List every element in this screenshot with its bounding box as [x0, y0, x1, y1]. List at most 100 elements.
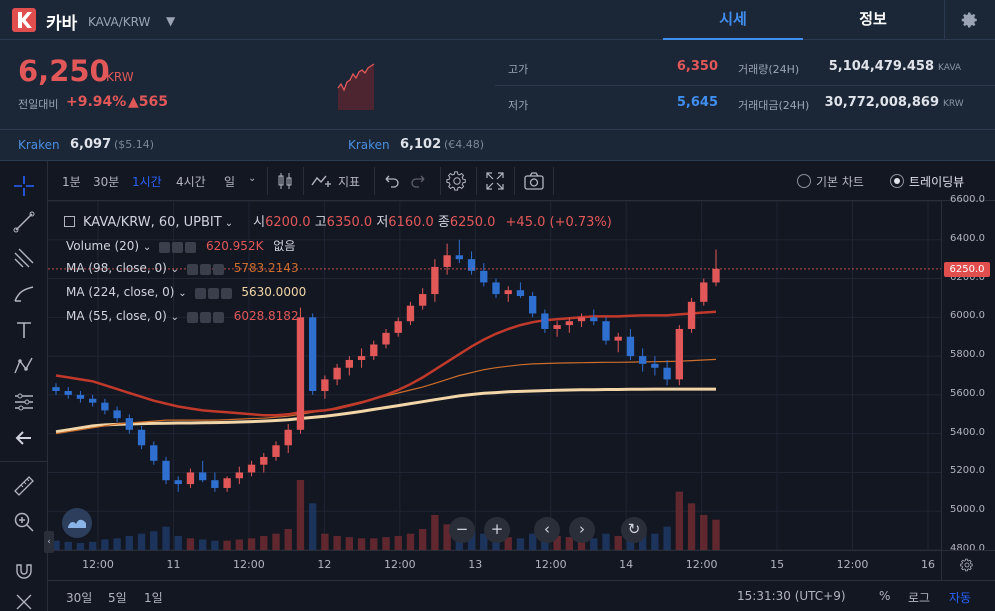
legend-ma55-row: MA (55, close, 0) ⌄ 6028.8182 [66, 309, 299, 324]
fib-tool-icon[interactable] [11, 245, 37, 271]
volume-bar [150, 531, 158, 550]
interval-30m[interactable]: 30분 [93, 175, 120, 189]
price-tick-label: 6000.0 [950, 310, 985, 322]
chevron-down-icon[interactable]: ▼ [166, 14, 176, 28]
reset-chart-button[interactable]: ↻ [621, 517, 647, 543]
interval-4h[interactable]: 4시간 [176, 175, 206, 189]
settings-icon[interactable] [199, 263, 211, 275]
candle-body [382, 332, 390, 345]
candle-body [272, 445, 280, 457]
time-tick-label: 12:00 [82, 558, 114, 571]
candle-body [541, 313, 549, 329]
eye-icon[interactable] [194, 287, 206, 299]
candle-body [223, 478, 231, 488]
volume-bar [137, 533, 146, 550]
volume-bar [675, 491, 683, 550]
collapse-toolbar-button[interactable]: ‹ [44, 531, 54, 553]
volume-bar [260, 536, 268, 550]
range-30d[interactable]: 30일 [66, 591, 93, 605]
indicator-button[interactable]: 지표 [338, 175, 361, 189]
eye-icon[interactable] [186, 263, 198, 275]
open-value: 6200.0 [265, 215, 311, 230]
candle-body [577, 317, 586, 322]
magnet-icon[interactable] [11, 557, 37, 583]
camera-icon[interactable] [523, 170, 545, 192]
settings-button[interactable] [944, 0, 995, 40]
basic-chart-label[interactable]: 기본 차트 [816, 175, 864, 189]
percent-toggle[interactable]: % [879, 589, 891, 603]
scroll-left-button[interactable]: ‹ [534, 517, 560, 543]
ma55-chevron-icon[interactable]: ⌄ [170, 312, 180, 323]
crosshair-icon[interactable] [11, 173, 37, 199]
time-tick-label: 13 [468, 558, 483, 571]
text-tool-icon[interactable] [11, 317, 37, 343]
scroll-right-button[interactable]: › [569, 517, 595, 543]
time-axis[interactable]: 12:00 11 12:00 12 12:00 13 12:00 14 12:00 15 12:00… [48, 550, 941, 580]
range-1d[interactable]: 1일 [144, 591, 163, 605]
last-price-label: 6250.0 [944, 261, 990, 277]
settings-icon[interactable] [199, 311, 211, 323]
close-icon[interactable] [212, 263, 224, 275]
arrow-left-icon[interactable] [11, 425, 37, 451]
close-icon[interactable] [212, 311, 224, 323]
interval-chevron-down-icon[interactable]: ⌄ [248, 173, 257, 184]
close-icon[interactable] [185, 241, 197, 253]
volume-bar [284, 529, 292, 550]
ma55-label: MA (55, close, 0) [66, 309, 167, 323]
tab-quote[interactable]: 시세 [663, 0, 803, 40]
close-icon[interactable] [220, 287, 232, 299]
ma224-chevron-icon[interactable]: ⌄ [178, 288, 187, 299]
volume-bar [333, 536, 341, 550]
eye-icon[interactable] [159, 241, 171, 253]
chart-settings-gear-icon[interactable] [446, 170, 468, 192]
settings-icon[interactable] [207, 287, 219, 299]
candle-body [64, 391, 72, 395]
volume-value: 620.952K [205, 239, 264, 253]
axis-settings-button[interactable] [941, 550, 995, 580]
undo-icon[interactable] [380, 170, 402, 192]
ma98-chevron-icon[interactable]: ⌄ [170, 264, 180, 275]
tradingview-label[interactable]: 트레이딩뷰 [909, 175, 965, 189]
log-toggle[interactable]: 로그 [908, 591, 931, 605]
settings-icon[interactable] [172, 241, 184, 253]
toolbar-divider [374, 167, 375, 195]
basic-chart-radio[interactable] [797, 174, 811, 188]
prediction-icon[interactable] [11, 389, 37, 415]
interval-1h[interactable]: 1시간 [132, 175, 162, 189]
legend-chevron-icon[interactable]: ⌄ [224, 218, 234, 229]
candle-body [296, 317, 305, 430]
auto-toggle[interactable]: 자동 [949, 591, 972, 605]
candle-body [602, 321, 610, 341]
trend-line-icon[interactable] [11, 209, 37, 235]
eye-icon[interactable] [186, 311, 198, 323]
range-5d[interactable]: 5일 [108, 591, 127, 605]
candle-body [455, 255, 463, 260]
ruler-icon[interactable] [11, 473, 37, 499]
candle-body [663, 367, 671, 380]
price-axis[interactable]: 4800.0 5000.0 5200.0 5400.0 5600.0 5800.0 6000… [941, 194, 995, 554]
candle-body [370, 344, 378, 357]
pattern-icon[interactable] [11, 353, 37, 379]
interval-day[interactable]: 일 [224, 175, 236, 189]
volume-chevron-icon[interactable]: ⌄ [142, 242, 152, 253]
open-label: 시 [253, 215, 266, 230]
tab-info[interactable]: 정보 [859, 10, 887, 28]
zoom-in-icon[interactable] [11, 509, 37, 535]
high-value: 6,350 [676, 59, 718, 74]
amount-24h-label: 거래대금(24H) [738, 99, 810, 112]
zoom-in-button[interactable]: + [484, 517, 510, 543]
redo-icon[interactable] [408, 170, 430, 192]
more-tools-icon[interactable] [11, 589, 37, 611]
brush-icon[interactable] [11, 281, 37, 307]
interval-1m[interactable]: 1분 [62, 175, 81, 189]
time-tick-label: 12 [317, 558, 332, 571]
candle-body [712, 268, 720, 283]
minus-square-icon[interactable] [64, 216, 75, 227]
ma224-value: 5630.0000 [241, 285, 307, 299]
fullscreen-icon[interactable] [484, 170, 506, 192]
candle-style-icon[interactable] [274, 170, 296, 192]
header: 카바 KAVA/KRW ▼ 시세 정보 [0, 0, 995, 40]
indicator-icon[interactable] [310, 170, 332, 192]
tradingview-radio[interactable] [890, 174, 904, 188]
zoom-out-button[interactable]: − [449, 517, 475, 543]
